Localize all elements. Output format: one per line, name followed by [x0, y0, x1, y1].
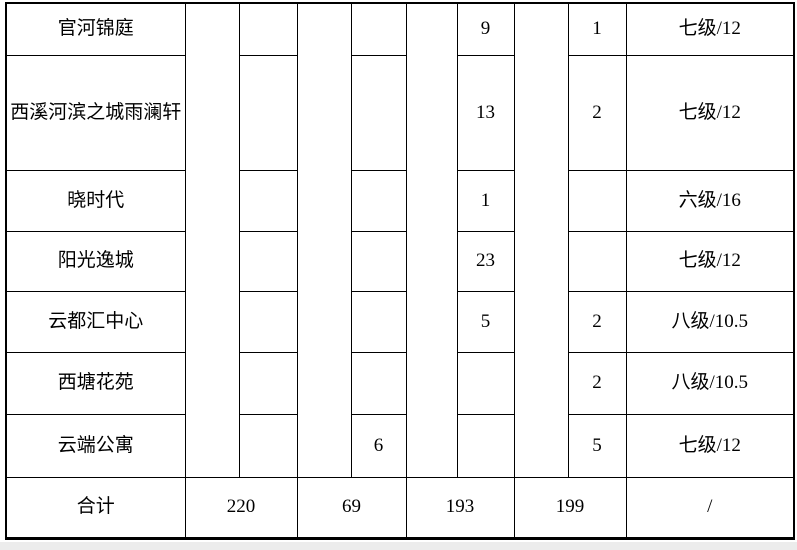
grade-cell: 七级/12 — [625, 54, 795, 171]
merged-empty-column-cell — [405, 2, 458, 478]
grade-cell: 八级/10.5 — [625, 351, 795, 415]
table-row: 西塘花苑 2 八级/10.5 — [5, 351, 795, 415]
value-cell: 2 — [567, 351, 627, 415]
value-cell — [350, 54, 407, 171]
value-cell — [350, 351, 407, 415]
value-cell — [238, 290, 298, 353]
value-cell — [456, 413, 515, 478]
table-row: 官河锦庭 9 1 七级/12 — [5, 2, 795, 478]
value-cell: 5 — [456, 290, 515, 353]
table-row: 云端公寓 6 5 七级/12 — [5, 413, 795, 478]
value-cell — [238, 230, 298, 292]
merged-empty-column-cell — [513, 2, 569, 478]
value-cell — [238, 2, 298, 56]
value-cell — [238, 54, 298, 171]
grade-cell: 六级/16 — [625, 169, 795, 232]
value-cell: 2 — [567, 54, 627, 171]
project-name-cell: 晓时代 — [5, 169, 186, 232]
value-cell — [238, 169, 298, 232]
table-row: 阳光逸城 23 七级/12 — [5, 230, 795, 292]
value-cell: 23 — [456, 230, 515, 292]
value-cell: 1 — [567, 2, 627, 56]
project-name-cell: 西塘花苑 — [5, 351, 186, 415]
merged-empty-column-cell — [296, 2, 352, 478]
total-value-cell: 69 — [296, 476, 407, 539]
project-name-cell: 官河锦庭 — [5, 2, 186, 56]
value-cell — [350, 290, 407, 353]
merged-empty-column-cell — [184, 2, 240, 478]
total-grade-cell: / — [625, 476, 795, 539]
value-cell: 13 — [456, 54, 515, 171]
value-cell — [567, 230, 627, 292]
value-cell — [238, 351, 298, 415]
value-cell — [238, 413, 298, 478]
value-cell — [456, 351, 515, 415]
table-row: 云都汇中心 5 2 八级/10.5 — [5, 290, 795, 353]
value-cell: 5 — [567, 413, 627, 478]
value-cell: 2 — [567, 290, 627, 353]
total-label-cell: 合计 — [5, 476, 186, 539]
value-cell — [350, 2, 407, 56]
total-value-cell: 193 — [405, 476, 515, 539]
value-cell: 9 — [456, 2, 515, 56]
value-cell: 1 — [456, 169, 515, 232]
grade-cell: 七级/12 — [625, 230, 795, 292]
grade-cell: 七级/12 — [625, 413, 795, 478]
table-row: 晓时代 1 六级/16 — [5, 169, 795, 232]
page-bottom-strip — [0, 542, 797, 550]
value-cell — [350, 169, 407, 232]
table-row: 西溪河滨之城雨澜轩 13 2 七级/12 — [5, 54, 795, 171]
project-name-cell: 阳光逸城 — [5, 230, 186, 292]
grade-cell: 八级/10.5 — [625, 290, 795, 353]
project-name-cell: 云端公寓 — [5, 413, 186, 478]
value-cell: 6 — [350, 413, 407, 478]
project-name-cell: 云都汇中心 — [5, 290, 186, 353]
grade-cell: 七级/12 — [625, 2, 795, 56]
project-name-cell: 西溪河滨之城雨澜轩 — [5, 54, 186, 171]
project-table: 官河锦庭 9 1 七级/12 西溪河滨之城雨澜轩 13 2 七级/12 晓时代 … — [5, 2, 795, 540]
total-value-cell: 220 — [184, 476, 298, 539]
total-row: 合计 220 69 193 199 / — [5, 476, 795, 539]
total-value-cell: 199 — [513, 476, 627, 539]
value-cell — [350, 230, 407, 292]
value-cell — [567, 169, 627, 232]
